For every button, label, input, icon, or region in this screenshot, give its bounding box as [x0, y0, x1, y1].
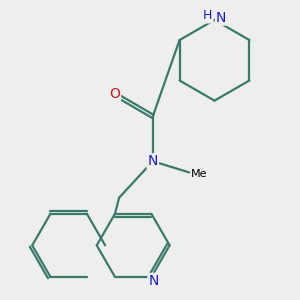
Text: N: N [148, 154, 158, 168]
Text: N: N [148, 274, 159, 288]
Text: N: N [216, 11, 226, 25]
Text: H: H [203, 10, 212, 22]
Text: Me: Me [191, 169, 208, 179]
Text: O: O [109, 87, 120, 101]
